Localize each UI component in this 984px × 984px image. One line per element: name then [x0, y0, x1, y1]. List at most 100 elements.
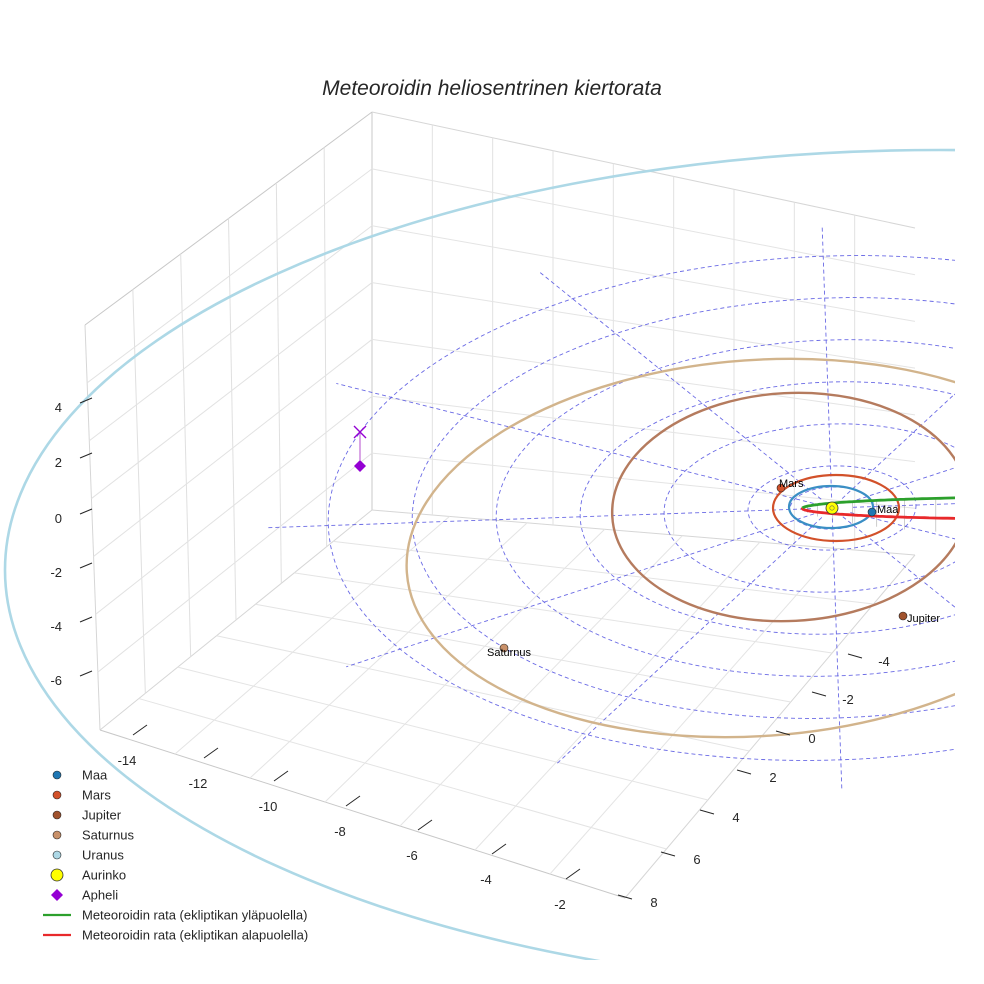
legend-swatch: [52, 830, 62, 840]
x-tick-label: -10: [259, 799, 278, 814]
right-wall-top-edge: [371, 111, 916, 229]
planet-marker-mars: [776, 483, 786, 493]
floor-right-edge: [624, 554, 916, 899]
legend-swatch: [52, 770, 62, 780]
y-tick-mark: [617, 894, 633, 900]
x-tick-mark: [203, 747, 219, 759]
right-wall-zline: [371, 225, 916, 322]
sun-marker: [825, 501, 839, 515]
right-wall-zline: [371, 168, 916, 276]
z-tick-label: 4: [55, 400, 62, 415]
ecliptic-spoke: [265, 508, 812, 529]
x-tick-label: -2: [554, 897, 566, 912]
aphelion-marker: [354, 460, 366, 472]
z-tick-mark: [79, 670, 93, 677]
ecliptic-ring: [411, 297, 955, 719]
ecliptic-spoke: [556, 517, 823, 764]
planet-label: Maa: [877, 504, 899, 516]
floor-gridline: [294, 572, 833, 654]
x-tick-label: -6: [406, 848, 418, 863]
ecliptic-ring: [579, 381, 955, 635]
ecliptic-ring: [747, 465, 917, 551]
legend-entry: Maa: [82, 768, 108, 783]
floor-gridline: [249, 522, 528, 779]
left-wall-zline: [86, 168, 373, 384]
y-tick-mark: [660, 851, 676, 857]
x-tick-label: -14: [118, 753, 137, 768]
left-wall-gridline: [275, 182, 282, 584]
floor-gridline: [174, 516, 450, 755]
ecliptic-spoke: [852, 503, 955, 508]
y-tick-mark: [775, 730, 791, 736]
x-tick-mark: [565, 868, 581, 880]
y-tick-mark: [699, 809, 715, 815]
floor-gridline: [474, 541, 761, 851]
jupiter-orbit: [610, 391, 955, 623]
right-wall-bottom-edge: [371, 509, 916, 556]
floor-gridline: [255, 603, 791, 703]
z-tick-mark: [79, 562, 93, 569]
planet-label: Saturnus: [487, 647, 532, 659]
left-wall-gridline: [228, 218, 237, 621]
z-tick-mark: [79, 616, 93, 623]
y-tick-mark: [736, 769, 752, 775]
planet-marker-maa: [867, 507, 877, 517]
ecliptic-spoke: [336, 383, 814, 504]
legend-swatch: [50, 868, 64, 882]
right-wall-zline: [371, 452, 916, 509]
right-wall-zline: [371, 282, 916, 369]
aphelion-projection-cross: [353, 425, 367, 439]
left-wall-gridline: [323, 147, 328, 547]
x-tick-mark: [345, 795, 361, 807]
y-tick-label: 4: [732, 810, 739, 825]
x-tick-mark: [132, 724, 148, 736]
left-wall-zline: [97, 452, 373, 673]
planet-orbits: [3, 148, 955, 960]
planet-label: Jupiter: [907, 613, 940, 625]
x-tick-label: -4: [480, 872, 492, 887]
x-tick-mark: [417, 819, 433, 831]
left-wall-gridline: [180, 253, 192, 657]
maa-orbit: [787, 484, 875, 530]
legend-entry: Meteoroidin rata (ekliptikan yläpuolella…: [82, 908, 307, 923]
legend-entry: Saturnus: [82, 828, 135, 843]
x-tick-label: -8: [334, 824, 346, 839]
z-tick-mark: [79, 508, 93, 515]
y-tick-label: -2: [842, 692, 854, 707]
planet-marker-saturnus: [499, 643, 509, 653]
mars-orbit: [771, 473, 901, 543]
chart-title: Meteoroidin heliosentrinen kiertorata: [322, 77, 662, 100]
ecliptic-grid: [265, 224, 955, 792]
ecliptic-spoke: [539, 272, 822, 500]
legend-entry: Aurinko: [82, 868, 126, 883]
planet-label: Mars: [779, 478, 804, 490]
y-tick-label: 2: [769, 770, 776, 785]
left-wall-zline: [95, 395, 373, 615]
floor-gridline: [549, 548, 838, 875]
legend-entry: Apheli: [82, 888, 118, 903]
legend-entry: Meteoroidin rata (ekliptikan alapuolella…: [82, 928, 308, 943]
floor-gridline: [399, 535, 683, 827]
legend: Maa Mars Jupiter Saturnus Uranus Aurinko Aphel…: [43, 768, 308, 943]
right-wall-zline: [371, 338, 916, 416]
floor-gridline: [138, 698, 667, 850]
ecliptic-spoke: [346, 513, 815, 668]
x-tick-mark: [491, 843, 507, 855]
y-tick-label: 0: [808, 731, 815, 746]
floor-gridline: [177, 666, 708, 801]
uranus-orbit: [3, 148, 955, 960]
saturnus-orbit: [405, 357, 955, 739]
z-tick-label: 0: [55, 511, 62, 526]
planet-marker-jupiter: [898, 611, 908, 621]
plot-area: Maa Mars Jupiter Saturnus: [3, 148, 955, 960]
y-tick-label: 6: [693, 852, 700, 867]
body-markers: Maa Mars Jupiter Saturnus: [353, 425, 940, 659]
legend-entry: Mars: [82, 788, 111, 803]
sun-core: [829, 505, 835, 511]
ecliptic-spoke: [831, 518, 843, 792]
z-tick-label: 2: [55, 455, 62, 470]
z-tick-label: -6: [50, 673, 62, 688]
y-tick-label: 8: [650, 895, 657, 910]
floor-gridline: [216, 635, 750, 752]
